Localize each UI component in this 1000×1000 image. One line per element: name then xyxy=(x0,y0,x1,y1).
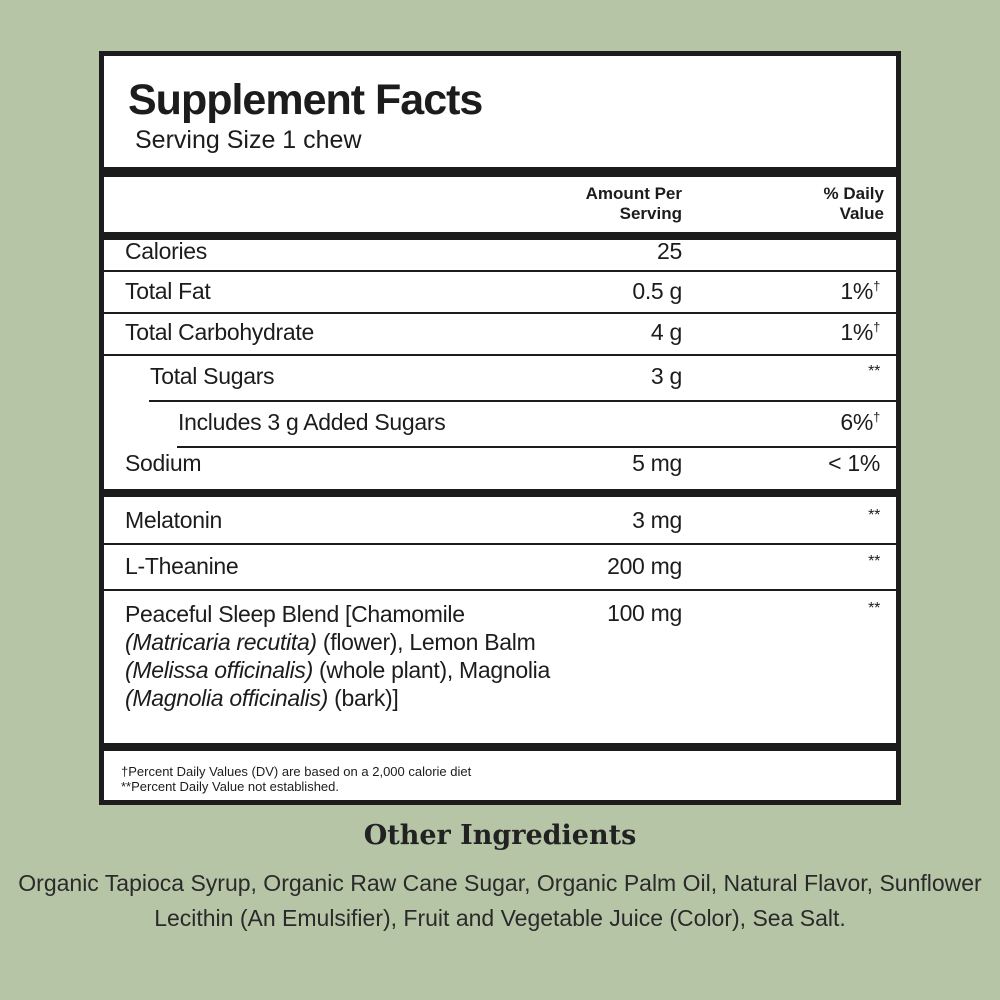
amount-header-line: Serving xyxy=(619,204,682,223)
dv-header-line: Value xyxy=(839,204,884,223)
blend-text: (flower), Lemon Balm xyxy=(316,629,536,655)
dv-column-header: % Daily Value xyxy=(824,184,884,224)
nutrient-amount: 200 mg xyxy=(607,553,682,579)
row-divider xyxy=(104,354,896,356)
nutrient-amount: 0.5 g xyxy=(632,278,682,304)
nutrient-daily-value: ** xyxy=(868,363,880,381)
row-divider xyxy=(149,400,896,402)
row-divider xyxy=(104,589,896,591)
label-title: Supplement Facts xyxy=(128,76,483,124)
nutrient-amount: 25 xyxy=(657,238,682,264)
row-divider xyxy=(104,270,896,272)
blend-text: (bark)] xyxy=(328,685,399,711)
nutrient-amount: 5 mg xyxy=(632,450,682,476)
nutrient-name: Sodium xyxy=(125,450,202,476)
dv-value: 1% xyxy=(840,319,874,345)
blend-text: (whole plant), Magnolia xyxy=(312,657,550,683)
dagger-mark: † xyxy=(873,278,880,294)
nutrient-daily-value: ** xyxy=(868,553,880,571)
nutrient-amount: 3 g xyxy=(650,363,682,389)
nutrient-name: Total Sugars xyxy=(150,363,275,389)
divider-thick xyxy=(104,489,896,497)
dv-value: ** xyxy=(868,507,880,524)
nutrient-daily-value: 6%† xyxy=(840,409,880,436)
nutrient-daily-value: ** xyxy=(868,507,880,525)
nutrient-name: L-Theanine xyxy=(125,553,239,579)
row-divider xyxy=(104,312,896,314)
nutrient-amount: 3 mg xyxy=(632,507,682,533)
dv-value: ** xyxy=(868,553,880,570)
other-ingredients-title: Other Ingredients xyxy=(363,820,637,851)
divider-thick xyxy=(104,743,896,751)
serving-size: Serving Size 1 chew xyxy=(135,126,362,154)
amount-column-header: Amount Per Serving xyxy=(586,184,682,224)
blend-text: Peaceful Sleep Blend [Chamomile xyxy=(125,601,465,627)
dagger-mark: † xyxy=(873,409,880,425)
nutrient-name: Calories xyxy=(125,238,207,264)
nutrient-name: Total Fat xyxy=(125,278,211,304)
nutrient-daily-value: < 1% xyxy=(828,450,880,477)
amount-header-line: Amount Per xyxy=(585,184,682,203)
other-ingredients-text: Organic Tapioca Syrup, Organic Raw Cane … xyxy=(18,870,982,931)
blend-latin: (Matricaria recutita) xyxy=(125,629,317,655)
dv-value: 1% xyxy=(840,278,874,304)
row-divider xyxy=(104,543,896,545)
dv-value: 6% xyxy=(840,409,874,435)
blend-latin: (Magnolia officinalis) xyxy=(125,685,329,711)
blend-latin: (Melissa officinalis) xyxy=(125,657,313,683)
footnote: †Percent Daily Values (DV) are based on … xyxy=(121,764,472,779)
nutrient-name: Includes 3 g Added Sugars xyxy=(178,409,446,435)
dagger-mark: † xyxy=(873,319,880,335)
blend-dv: ** xyxy=(868,600,880,617)
dv-header-line: % Daily xyxy=(823,184,884,203)
blend-name: Peaceful Sleep Blend [Chamomile (Matrica… xyxy=(125,600,565,712)
dv-value: ** xyxy=(868,363,880,380)
dv-value: < 1% xyxy=(828,450,880,476)
blend-amount: 100 mg xyxy=(607,600,682,626)
nutrient-name: Total Carbohydrate xyxy=(125,319,314,345)
nutrient-daily-value: 1%† xyxy=(840,319,880,346)
divider-thick xyxy=(104,232,896,240)
divider-thick xyxy=(104,167,896,177)
row-divider xyxy=(177,446,896,448)
nutrient-daily-value: 1%† xyxy=(840,278,880,305)
nutrient-amount: 4 g xyxy=(650,319,682,345)
footnote: **Percent Daily Value not established. xyxy=(121,779,339,794)
nutrient-name: Melatonin xyxy=(125,507,223,533)
supplement-facts-label: Supplement Facts Serving Size 1 chew Amo… xyxy=(99,51,901,805)
